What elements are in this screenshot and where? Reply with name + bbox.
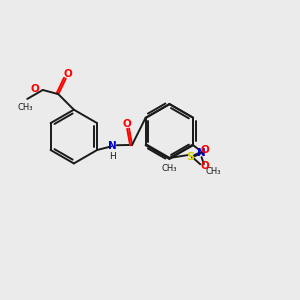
Text: H: H — [110, 152, 116, 161]
Text: N: N — [197, 148, 206, 158]
Text: CH₃: CH₃ — [206, 167, 221, 176]
Text: CH₃: CH₃ — [18, 103, 33, 112]
Text: O: O — [201, 145, 209, 155]
Text: O: O — [30, 84, 39, 94]
Text: CH₃: CH₃ — [162, 164, 177, 173]
Text: O: O — [63, 70, 72, 80]
Text: N: N — [108, 140, 117, 151]
Text: S: S — [186, 152, 194, 162]
Text: O: O — [123, 119, 131, 129]
Text: O: O — [201, 161, 209, 171]
